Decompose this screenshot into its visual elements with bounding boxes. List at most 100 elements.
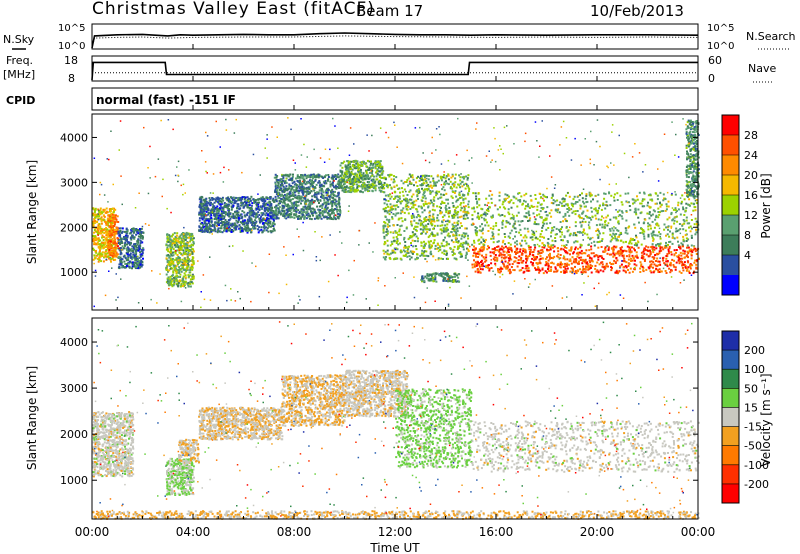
data-cell xyxy=(407,238,410,241)
data-cell xyxy=(380,169,383,172)
data-cell xyxy=(257,231,260,234)
data-cell xyxy=(191,256,194,259)
data-cell xyxy=(229,201,232,204)
data-cell xyxy=(237,219,240,222)
data-cell xyxy=(191,266,194,269)
data-cell xyxy=(413,200,416,203)
data-cell xyxy=(187,233,190,236)
data-cell xyxy=(394,230,397,233)
data-cell xyxy=(412,233,415,236)
data-cell xyxy=(135,242,138,245)
data-cell xyxy=(179,247,182,250)
data-cell xyxy=(278,188,281,191)
data-cell xyxy=(427,223,430,225)
data-cell xyxy=(296,215,299,218)
data-cell xyxy=(295,177,297,180)
data-cell xyxy=(318,205,321,208)
data-cell xyxy=(191,235,194,237)
data-cell xyxy=(464,197,467,200)
data-cell xyxy=(439,246,442,249)
data-cell xyxy=(445,279,448,282)
data-cell xyxy=(140,253,143,256)
data-cell xyxy=(189,280,192,283)
data-cell xyxy=(252,220,254,223)
data-cell xyxy=(439,224,442,227)
data-cell xyxy=(680,272,683,274)
data-cell xyxy=(281,180,283,183)
data-cell xyxy=(376,164,379,167)
data-cell xyxy=(291,216,294,219)
data-cell xyxy=(392,224,395,227)
data-cell xyxy=(651,256,654,259)
data-cell xyxy=(444,273,447,275)
data-cell xyxy=(374,167,377,170)
data-cell xyxy=(341,162,344,165)
data-cell xyxy=(394,191,397,194)
data-cell xyxy=(93,218,96,220)
data-cell xyxy=(99,231,102,234)
data-cell xyxy=(111,224,114,227)
data-cell xyxy=(386,252,389,255)
data-cell xyxy=(179,252,182,254)
data-cell xyxy=(171,285,174,288)
data-cell xyxy=(187,258,190,261)
data-cell xyxy=(93,221,96,224)
data-cell xyxy=(250,221,253,224)
data-cell xyxy=(410,236,413,239)
data-cell xyxy=(229,224,232,227)
data-cell xyxy=(199,202,202,205)
data-cell xyxy=(397,196,400,199)
data-cell xyxy=(253,222,256,225)
data-cell xyxy=(420,278,423,281)
data-cell xyxy=(123,236,125,238)
data-cell xyxy=(424,178,427,181)
data-cell xyxy=(419,184,422,187)
data-cell xyxy=(129,260,132,263)
data-cell xyxy=(221,214,224,217)
data-cell xyxy=(137,238,140,241)
data-cell xyxy=(94,216,97,219)
data-cell xyxy=(380,172,383,175)
data-cell xyxy=(201,230,204,233)
freq-right-tick-bottom: 0 xyxy=(708,72,715,85)
data-cell xyxy=(347,170,350,173)
data-cell xyxy=(428,220,431,223)
data-cell xyxy=(572,267,575,270)
data-cell xyxy=(344,174,347,177)
data-cell xyxy=(436,181,439,184)
data-cell xyxy=(355,190,358,193)
data-cell xyxy=(92,214,95,217)
data-cell xyxy=(456,199,459,202)
data-cell xyxy=(410,198,413,201)
data-cell xyxy=(108,240,111,242)
data-cell xyxy=(173,242,176,245)
data-cell xyxy=(110,218,113,221)
data-cell xyxy=(300,217,302,220)
data-cell xyxy=(130,261,133,264)
data-cell xyxy=(320,192,323,195)
data-cell xyxy=(115,220,118,223)
data-cell xyxy=(277,210,280,213)
data-cell xyxy=(452,241,455,244)
data-cell xyxy=(173,240,176,243)
data-cell xyxy=(327,176,330,178)
data-cell xyxy=(343,186,346,189)
data-cell xyxy=(173,282,176,285)
data-cell xyxy=(116,227,118,230)
data-cell xyxy=(340,183,342,185)
data-cell xyxy=(114,208,117,211)
data-cell xyxy=(175,279,178,282)
data-cell xyxy=(230,196,232,199)
data-cell xyxy=(224,211,227,214)
data-cell xyxy=(137,259,139,262)
data-cell xyxy=(435,280,438,283)
data-cell xyxy=(401,190,404,193)
data-cell xyxy=(451,187,454,190)
data-cell xyxy=(304,205,307,208)
data-cell xyxy=(507,257,510,260)
data-cell xyxy=(431,201,433,204)
data-cell xyxy=(371,164,374,167)
data-cell xyxy=(315,174,318,177)
data-cell xyxy=(310,181,313,184)
data-cell xyxy=(424,244,426,247)
